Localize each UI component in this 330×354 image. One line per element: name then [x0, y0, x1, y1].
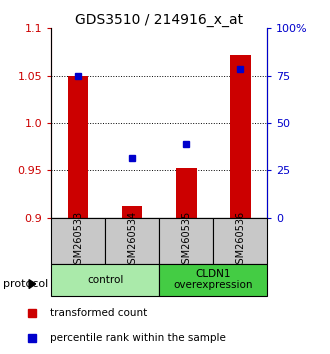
Title: GDS3510 / 214916_x_at: GDS3510 / 214916_x_at: [75, 13, 243, 27]
Bar: [68, 76, 88, 218]
Bar: [122, 206, 143, 218]
Bar: [230, 55, 250, 218]
Text: GSM260536: GSM260536: [235, 211, 245, 270]
Text: GSM260533: GSM260533: [73, 211, 83, 270]
Bar: [159, 264, 267, 296]
Bar: [176, 169, 196, 218]
Text: percentile rank within the sample: percentile rank within the sample: [50, 333, 226, 343]
Bar: [105, 218, 159, 264]
Text: control: control: [87, 275, 123, 285]
Bar: [213, 218, 267, 264]
Bar: [51, 264, 159, 296]
Polygon shape: [29, 280, 36, 289]
Text: GSM260534: GSM260534: [127, 211, 137, 270]
Bar: [51, 218, 105, 264]
Text: CLDN1
overexpression: CLDN1 overexpression: [174, 269, 253, 291]
Text: protocol: protocol: [3, 279, 49, 289]
Text: transformed count: transformed count: [50, 308, 148, 318]
Bar: [159, 218, 213, 264]
Text: GSM260535: GSM260535: [181, 211, 191, 270]
